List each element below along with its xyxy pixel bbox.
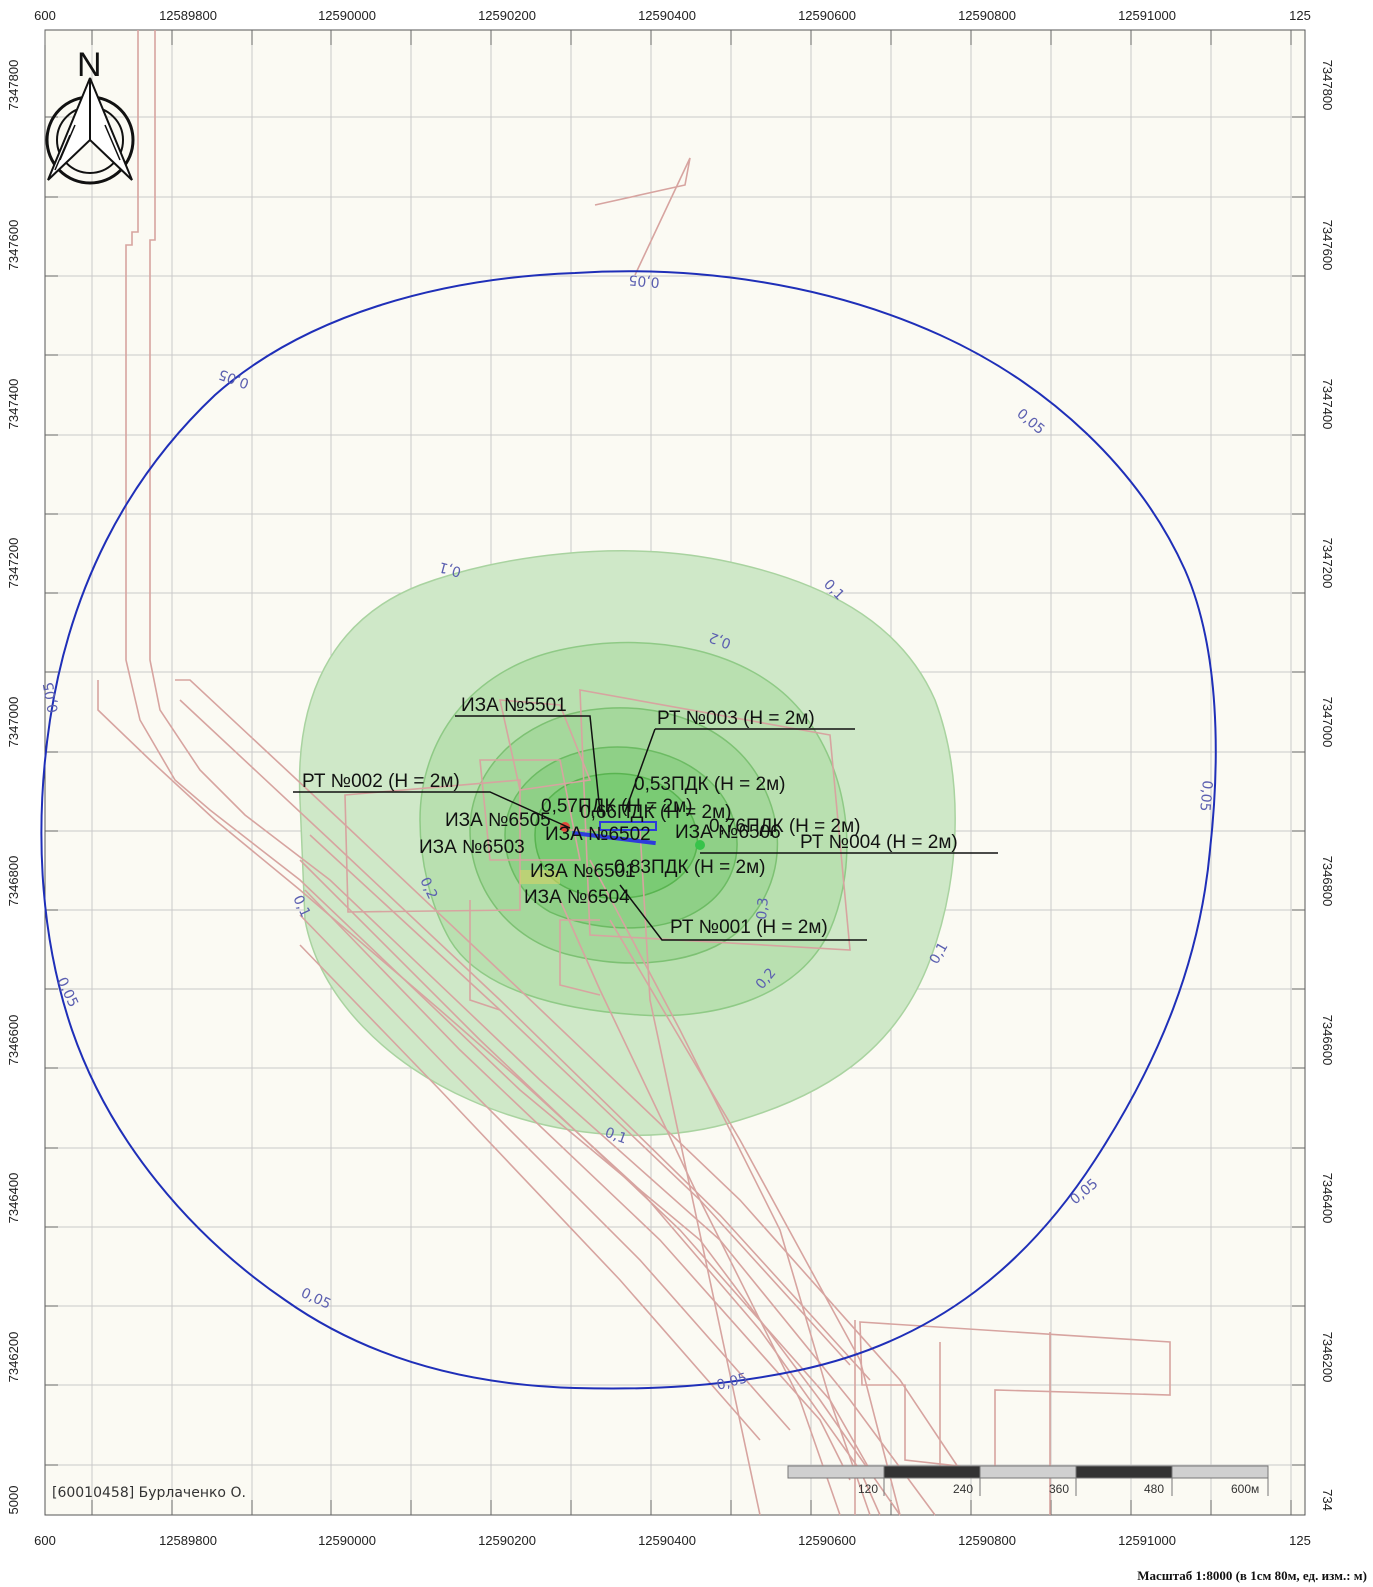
y-tick-right: 7347400 bbox=[1320, 379, 1335, 430]
iso-label-0-05-top: 0,05 bbox=[628, 271, 660, 290]
parcels bbox=[97, 30, 1171, 1516]
x-tick-top: 12590200 bbox=[478, 8, 536, 23]
x-tick-bottom: 600 bbox=[34, 1533, 56, 1548]
label-pdk-053[interactable]: 0,53ПДК (Н = 2м) bbox=[634, 774, 786, 795]
label-iza-6502[interactable]: ИЗА №6502 bbox=[545, 824, 651, 845]
iso-label-0-05-left: 0,05 bbox=[41, 681, 62, 714]
x-tick-bottom: 12589800 bbox=[159, 1533, 217, 1548]
ruler-ticks bbox=[44, 30, 1305, 1515]
x-ticks-top: 600 12589800 12590000 12590200 12590400 12590… bbox=[34, 8, 1311, 23]
label-pdk-083[interactable]: 0,83ПДК (Н = 2м) bbox=[614, 857, 766, 878]
x-tick-top: 125 bbox=[1289, 8, 1311, 23]
x-tick-top: 12591000 bbox=[1118, 8, 1176, 23]
scale-tick-360: 360 bbox=[1049, 1482, 1069, 1496]
label-pdk-066[interactable]: 0,66ПДК (Н = 2м) bbox=[580, 802, 732, 823]
label-iza-6504[interactable]: ИЗА №6504 bbox=[524, 887, 630, 908]
label-rt-002[interactable]: РТ №002 (Н = 2м) bbox=[302, 771, 460, 792]
scale-tick-120: 120 bbox=[858, 1482, 878, 1496]
x-tick-top: 12590800 bbox=[958, 8, 1016, 23]
label-iza-6506[interactable]: ИЗА №6506 bbox=[675, 822, 781, 843]
x-tick-bottom: 12590400 bbox=[638, 1533, 696, 1548]
scale-bar: 120 240 360 480 600м bbox=[787, 1465, 1269, 1496]
iso-label-0-05-right: 0,05 bbox=[1196, 780, 1215, 812]
y-tick-left: 7346200 bbox=[6, 1332, 21, 1383]
y-ticks-left: 7347800 7347600 7347400 7347200 7347000 73468… bbox=[6, 60, 21, 1515]
x-tick-bottom: 12591000 bbox=[1118, 1533, 1176, 1548]
scale-tick-600: 600м bbox=[1231, 1482, 1259, 1496]
x-tick-bottom: 125 bbox=[1289, 1533, 1311, 1548]
iso-label-0-2-top: 0,2 bbox=[707, 629, 733, 652]
x-ticks-bottom: 600 12589800 12590000 12590200 12590400 12590… bbox=[34, 1533, 1311, 1548]
y-tick-right: 7347000 bbox=[1320, 697, 1335, 748]
y-tick-left: 7347200 bbox=[6, 538, 21, 589]
leader-lines bbox=[293, 715, 998, 941]
label-pdk-076[interactable]: 0,76ПДК (Н = 2м) bbox=[709, 816, 861, 837]
y-tick-left: 7347400 bbox=[6, 379, 21, 430]
scale-caption: Масштаб 1:8000 (в 1см 80м, ед. изм.: м) bbox=[1137, 1568, 1367, 1583]
y-tick-right: 7347800 bbox=[1320, 60, 1335, 111]
x-tick-bottom: 12590600 bbox=[798, 1533, 856, 1548]
source-line bbox=[572, 830, 656, 846]
label-iza-5501[interactable]: ИЗА №5501 bbox=[461, 695, 567, 716]
y-tick-right: 7346400 bbox=[1320, 1173, 1335, 1224]
x-tick-top: 12590600 bbox=[798, 8, 856, 23]
y-tick-right: 7346200 bbox=[1320, 1332, 1335, 1383]
y-tick-left: 7346400 bbox=[6, 1173, 21, 1224]
scale-tick-480: 480 bbox=[1144, 1482, 1164, 1496]
label-iza-6505[interactable]: ИЗА №6505 bbox=[445, 810, 551, 831]
y-tick-left: 7346800 bbox=[6, 856, 21, 907]
isoline-0-05 bbox=[40, 270, 1217, 1390]
north-arrow-icon: N bbox=[45, 46, 135, 185]
label-iza-6503[interactable]: ИЗА №6503 bbox=[419, 837, 525, 858]
source-rect bbox=[599, 821, 657, 831]
x-tick-bottom: 12590000 bbox=[318, 1533, 376, 1548]
y-tick-left: 7347600 bbox=[6, 220, 21, 271]
x-tick-bottom: 12590800 bbox=[958, 1533, 1016, 1548]
label-iza-6501[interactable]: ИЗА №6501 bbox=[530, 861, 636, 882]
label-rt-003[interactable]: РТ №003 (Н = 2м) bbox=[657, 708, 815, 729]
scale-tick-240: 240 bbox=[953, 1482, 973, 1496]
author-label: [60010458] Бурлаченко О. bbox=[52, 1485, 246, 1501]
iso-label-0-1-top: 0,1 bbox=[437, 558, 463, 579]
x-tick-bottom: 12590200 bbox=[478, 1533, 536, 1548]
source-area bbox=[520, 870, 560, 884]
label-rt-001[interactable]: РТ №001 (Н = 2м) bbox=[670, 917, 828, 938]
y-tick-left: 5000 bbox=[6, 1486, 21, 1515]
label-pdk-057[interactable]: 0,57ПДК (Н = 2м) bbox=[541, 796, 693, 817]
iso-label-0-1-bottom: 0,1 bbox=[603, 1125, 629, 1148]
y-ticks-right: 7347800 7347600 7347400 7347200 7347000 73468… bbox=[1320, 60, 1335, 1511]
y-tick-left: 7346600 bbox=[6, 1015, 21, 1066]
x-tick-top: 12590400 bbox=[638, 8, 696, 23]
label-rt-004[interactable]: РТ №004 (Н = 2м) bbox=[800, 832, 958, 853]
y-tick-right: 7347600 bbox=[1320, 220, 1335, 271]
map-labels: ИЗА №5501 РТ №003 (Н = 2м) РТ №002 (Н = … bbox=[302, 695, 958, 938]
iso-label-0-05-bottom: 0,05 bbox=[715, 1370, 749, 1394]
y-tick-right: 734 bbox=[1320, 1489, 1335, 1511]
y-tick-right: 7347200 bbox=[1320, 538, 1335, 589]
iso-label-0-3: 0,3 bbox=[754, 897, 772, 921]
x-tick-top: 12590000 bbox=[318, 8, 376, 23]
y-tick-left: 7347800 bbox=[6, 60, 21, 111]
y-tick-right: 7346800 bbox=[1320, 856, 1335, 907]
x-tick-top: 12589800 bbox=[159, 8, 217, 23]
source-point-green bbox=[695, 840, 705, 850]
north-label: N bbox=[77, 46, 102, 84]
y-tick-right: 7346600 bbox=[1320, 1015, 1335, 1066]
x-tick-top: 600 bbox=[34, 8, 56, 23]
y-tick-left: 7347000 bbox=[6, 697, 21, 748]
